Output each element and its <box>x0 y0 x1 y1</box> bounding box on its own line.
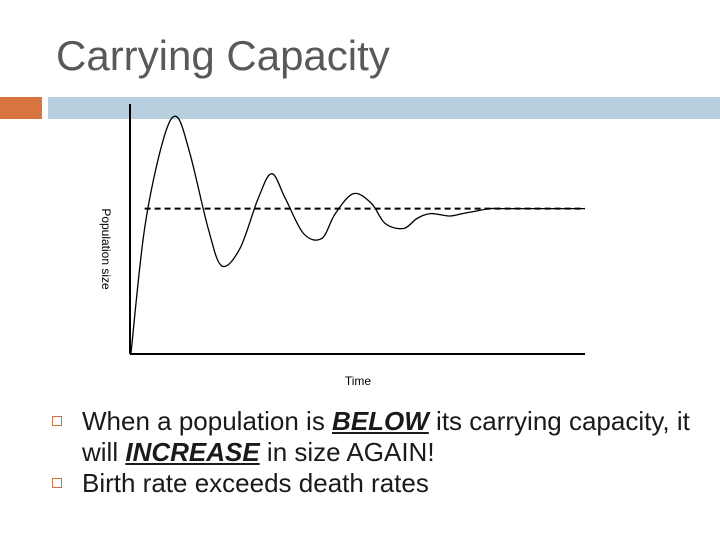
bullet-emphasis-increase: INCREASE <box>125 437 260 467</box>
square-bullet-icon <box>52 478 62 488</box>
population-curve <box>130 115 585 354</box>
bullet-text-1-part-3: in size AGAIN! <box>259 437 435 467</box>
square-bullet-icon <box>52 416 62 426</box>
title-accent-block <box>0 97 42 119</box>
slide-title: Carrying Capacity <box>56 32 390 79</box>
bullet-item: Birth rate exceeds death rates <box>48 468 708 499</box>
x-axis-label: Time <box>345 374 372 388</box>
bullet-text-2: Birth rate exceeds death rates <box>82 468 429 498</box>
bullet-item: When a population is BELOW its carrying … <box>48 406 708 468</box>
bullet-list: When a population is BELOW its carrying … <box>48 406 708 499</box>
bullet-emphasis-below: BELOW <box>332 406 429 436</box>
bullet-text-1-part-1: When a population is <box>82 406 333 436</box>
title-accent-bar <box>48 97 720 119</box>
y-axis-label: Population size <box>99 208 113 290</box>
bullet-text-1-part-2: its carrying capacity, it will <box>82 406 690 467</box>
